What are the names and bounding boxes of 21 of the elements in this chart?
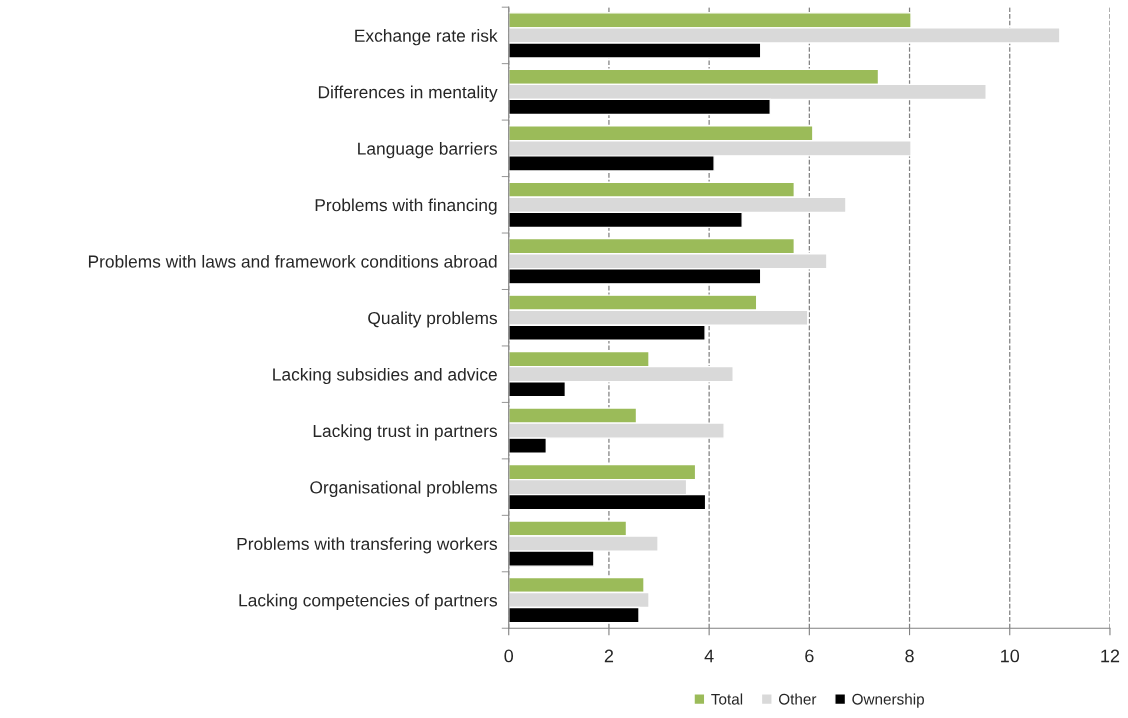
legend-label: Total — [711, 693, 743, 705]
y-tick-label: Organisational problems — [310, 480, 497, 497]
y-tick-label: Problems with financing — [315, 198, 497, 215]
y-tick-label: Lacking competencies of partners — [239, 593, 498, 610]
x-tick-label: 6 — [805, 649, 814, 663]
legend-label: Ownership — [852, 693, 924, 708]
x-tick-label: 2 — [604, 649, 614, 663]
legend-label: Other — [778, 693, 817, 705]
x-tick-label: 12 — [1101, 649, 1120, 663]
y-tick-label: Lacking trust in partners — [313, 424, 497, 441]
y-tick-label: Language barriers — [358, 142, 497, 159]
x-tick-label: 0 — [504, 649, 514, 663]
y-tick-label: Problems with transfering workers — [237, 537, 498, 554]
y-tick-label: Quality problems — [368, 311, 497, 328]
y-tick-label: Exchange rate risk — [355, 29, 498, 46]
x-tick-label: 4 — [704, 649, 714, 663]
y-tick-label: Lacking subsidies and advice — [273, 367, 497, 385]
x-tick-label: 8 — [905, 649, 914, 663]
y-tick-label: Differences in mentality — [318, 85, 498, 102]
x-tick-label: 10 — [1001, 649, 1020, 663]
y-tick-label: Problems with laws and framework conditions abroad — [88, 254, 497, 268]
